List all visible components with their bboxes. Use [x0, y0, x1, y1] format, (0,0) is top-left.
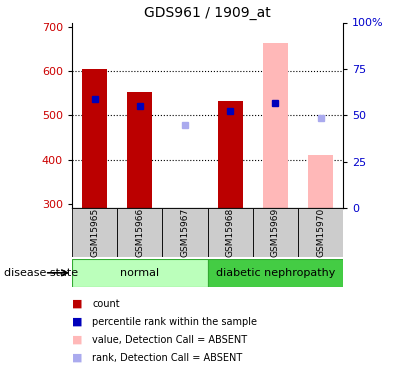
Text: GSM15965: GSM15965 [90, 208, 99, 257]
Bar [208, 259, 343, 287]
Text: GSM15968: GSM15968 [226, 208, 235, 257]
Title: GDS961 / 1909_at: GDS961 / 1909_at [144, 6, 271, 20]
Bar [162, 208, 208, 257]
Bar [298, 208, 343, 257]
Bar [72, 259, 208, 287]
Bar [82, 69, 107, 208]
Text: GSM15969: GSM15969 [271, 208, 280, 257]
Text: rank, Detection Call = ABSENT: rank, Detection Call = ABSENT [92, 353, 243, 363]
Text: ■: ■ [72, 299, 83, 309]
Text: value, Detection Call = ABSENT: value, Detection Call = ABSENT [92, 335, 247, 345]
Bar [218, 101, 242, 208]
Bar [263, 43, 288, 208]
Bar [253, 208, 298, 257]
Text: percentile rank within the sample: percentile rank within the sample [92, 317, 257, 327]
Text: diabetic nephropathy: diabetic nephropathy [216, 268, 335, 278]
Text: GSM15967: GSM15967 [180, 208, 189, 257]
Bar [308, 155, 333, 208]
Text: ■: ■ [72, 335, 83, 345]
Bar [208, 208, 253, 257]
Text: count: count [92, 299, 120, 309]
Bar [127, 92, 152, 208]
Text: GSM15970: GSM15970 [316, 208, 325, 257]
Text: ■: ■ [72, 317, 83, 327]
Text: GSM15966: GSM15966 [135, 208, 144, 257]
Bar [117, 208, 162, 257]
Text: ■: ■ [72, 353, 83, 363]
Bar [72, 208, 117, 257]
Text: disease state: disease state [4, 268, 78, 278]
Text: normal: normal [120, 268, 159, 278]
